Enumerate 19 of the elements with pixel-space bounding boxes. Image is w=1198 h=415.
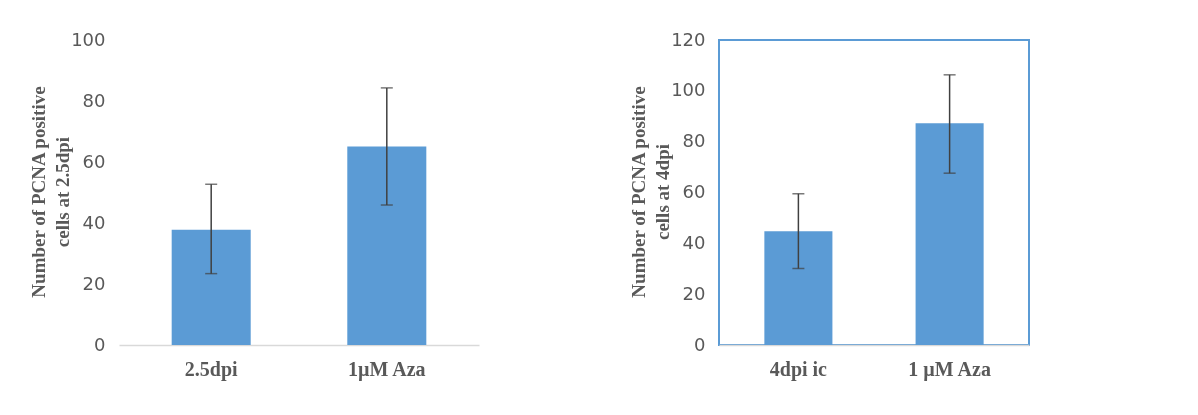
y-tick-label: 40 bbox=[82, 211, 106, 233]
y-tick-label: 20 bbox=[682, 282, 706, 304]
y-tick-label: 20 bbox=[82, 272, 106, 294]
y-tick-label: 100 bbox=[71, 28, 106, 50]
x-tick-label: 1 µM Aza bbox=[908, 357, 991, 381]
y-axis-title: Number of PCNA positive cells at 4dpi bbox=[628, 86, 673, 298]
y-tick-label: 0 bbox=[94, 333, 106, 355]
y-tick-label: 80 bbox=[682, 130, 706, 152]
y-tick-label: 0 bbox=[694, 333, 706, 355]
y-tick-label: 40 bbox=[682, 231, 706, 253]
y-tick-label: 120 bbox=[671, 28, 706, 50]
x-tick-label: 4dpi ic bbox=[769, 357, 828, 381]
y-tick-label: 60 bbox=[682, 181, 706, 202]
x-tick-label: 1µM Aza bbox=[347, 357, 426, 381]
x-tick-label: 2.5dpi bbox=[184, 357, 239, 381]
y-axis-title: Number of PCNA positive cells at 2.5dpi bbox=[28, 86, 73, 298]
y-tick-label: 100 bbox=[671, 79, 706, 101]
y-tick-label: 60 bbox=[82, 150, 106, 172]
y-tick-label: 80 bbox=[82, 89, 106, 111]
